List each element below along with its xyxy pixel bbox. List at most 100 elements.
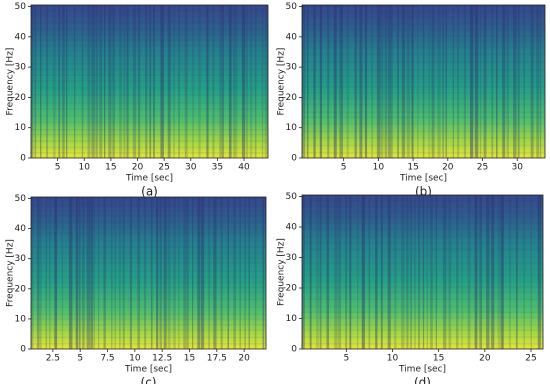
spectrogram-texture bbox=[122, 197, 125, 349]
spectrogram-texture bbox=[371, 5, 373, 158]
spectrogram-texture bbox=[319, 5, 322, 158]
spectrogram-texture bbox=[448, 195, 452, 349]
spectrogram-texture bbox=[254, 5, 257, 158]
spectrogram-texture bbox=[302, 216, 543, 218]
spectrogram-texture bbox=[31, 291, 266, 294]
spectrogram-texture bbox=[307, 5, 309, 158]
x-tick-label: 25 bbox=[525, 354, 536, 364]
spectrogram-texture bbox=[31, 128, 268, 131]
spectrogram-texture bbox=[254, 197, 257, 349]
spectrogram-texture bbox=[250, 5, 253, 158]
spectrogram-texture bbox=[241, 5, 246, 158]
spectrogram-texture bbox=[111, 197, 113, 349]
spectrogram-texture bbox=[178, 5, 180, 158]
spectrogram-texture bbox=[198, 5, 201, 158]
spectrogram-texture bbox=[461, 195, 463, 349]
spectrogram-texture bbox=[387, 195, 391, 349]
spectrogram-texture bbox=[414, 195, 416, 349]
spectrogram-texture bbox=[31, 286, 266, 289]
y-tick-label: 20 bbox=[286, 284, 298, 294]
y-tick-label: 40 bbox=[286, 223, 298, 233]
spectrogram-texture bbox=[302, 23, 545, 25]
spectrogram-texture bbox=[431, 5, 435, 158]
spectrogram-texture bbox=[361, 195, 365, 349]
spectrogram-texture bbox=[302, 274, 543, 276]
spectrogram-texture bbox=[73, 5, 76, 158]
spectrogram-texture bbox=[34, 5, 37, 158]
y-tick-label: 30 bbox=[15, 63, 27, 73]
spectrogram-texture bbox=[376, 5, 381, 158]
spectrogram-texture bbox=[239, 197, 241, 349]
spectrogram-texture bbox=[313, 5, 316, 158]
spectrogram-texture bbox=[78, 197, 81, 349]
spectrogram-texture bbox=[302, 311, 543, 313]
spectrogram-texture bbox=[31, 318, 266, 321]
spectrogram-texture bbox=[302, 242, 543, 244]
spectrogram-texture bbox=[302, 123, 545, 125]
spectrogram-texture bbox=[90, 197, 94, 349]
spectrogram-texture bbox=[206, 5, 209, 158]
x-tick-label: 40 bbox=[238, 163, 250, 173]
spectrogram-texture bbox=[302, 329, 543, 331]
spectrogram-texture bbox=[334, 195, 338, 349]
y-tick-label: 10 bbox=[15, 123, 27, 133]
spectrogram-texture bbox=[539, 5, 542, 158]
spectrogram-texture bbox=[442, 5, 444, 158]
spectrogram-texture bbox=[104, 5, 106, 158]
spectrogram-texture bbox=[368, 195, 371, 349]
y-axis-label: Frequency [Hz] bbox=[277, 238, 287, 306]
spectrogram-texture bbox=[261, 5, 264, 158]
spectrogram-texture bbox=[31, 15, 268, 17]
spectrogram-texture bbox=[31, 115, 268, 117]
spectrogram bbox=[31, 5, 268, 158]
spectrogram-texture bbox=[302, 336, 543, 338]
caption: (a) bbox=[141, 185, 158, 199]
y-tick-label: 20 bbox=[286, 93, 298, 103]
spectrogram-texture bbox=[302, 46, 545, 49]
spectrogram-texture bbox=[491, 195, 495, 349]
x-tick-label: 2.5 bbox=[46, 354, 60, 364]
spectrogram-texture bbox=[333, 5, 337, 158]
y-tick-label: 40 bbox=[286, 32, 298, 42]
spectrogram-texture bbox=[40, 197, 42, 349]
x-tick-label: 30 bbox=[512, 163, 524, 173]
spectrogram-texture bbox=[302, 81, 545, 83]
spectrogram-texture bbox=[302, 35, 545, 37]
spectrogram-texture bbox=[177, 197, 180, 349]
spectrogram-texture bbox=[302, 195, 305, 349]
spectrogram-texture bbox=[302, 235, 543, 238]
spectrogram-texture bbox=[537, 195, 541, 349]
spectrogram-texture bbox=[119, 5, 122, 158]
spectrogram-texture bbox=[31, 329, 266, 331]
spectrogram-texture bbox=[428, 5, 431, 158]
spectrogram-texture bbox=[302, 298, 543, 301]
spectrogram-texture bbox=[31, 232, 266, 235]
spectrogram-texture bbox=[401, 5, 406, 158]
spectrogram-texture bbox=[506, 5, 510, 158]
y-axis-label: Frequency [Hz] bbox=[277, 48, 287, 116]
spectrogram-texture bbox=[302, 75, 545, 77]
spectrogram-texture bbox=[469, 5, 474, 158]
spectrogram-texture bbox=[31, 33, 268, 36]
spectrogram-texture bbox=[302, 28, 545, 31]
spectrogram-texture bbox=[397, 5, 399, 158]
spectrogram-texture bbox=[31, 133, 268, 136]
spectrogram-texture bbox=[390, 5, 393, 158]
spectrogram-texture bbox=[31, 63, 268, 65]
spectrogram-texture bbox=[31, 252, 266, 254]
spectrogram-texture bbox=[302, 205, 543, 208]
spectrogram-texture bbox=[31, 9, 268, 11]
spectrogram-texture bbox=[31, 324, 266, 326]
spectrogram-texture bbox=[31, 270, 266, 272]
y-tick-label: 0 bbox=[20, 345, 26, 355]
spectrogram-texture bbox=[108, 5, 112, 158]
spectrogram-texture bbox=[103, 197, 106, 349]
spectrogram-texture bbox=[248, 197, 250, 349]
x-tick-label: 10 bbox=[129, 354, 141, 364]
spectrogram-texture bbox=[302, 324, 543, 326]
x-tick-label: 10 bbox=[373, 163, 385, 173]
spectrogram-texture bbox=[319, 195, 322, 349]
spectrogram-texture bbox=[31, 74, 268, 76]
spectrogram-background bbox=[31, 197, 266, 349]
spectrogram-texture bbox=[302, 111, 545, 113]
